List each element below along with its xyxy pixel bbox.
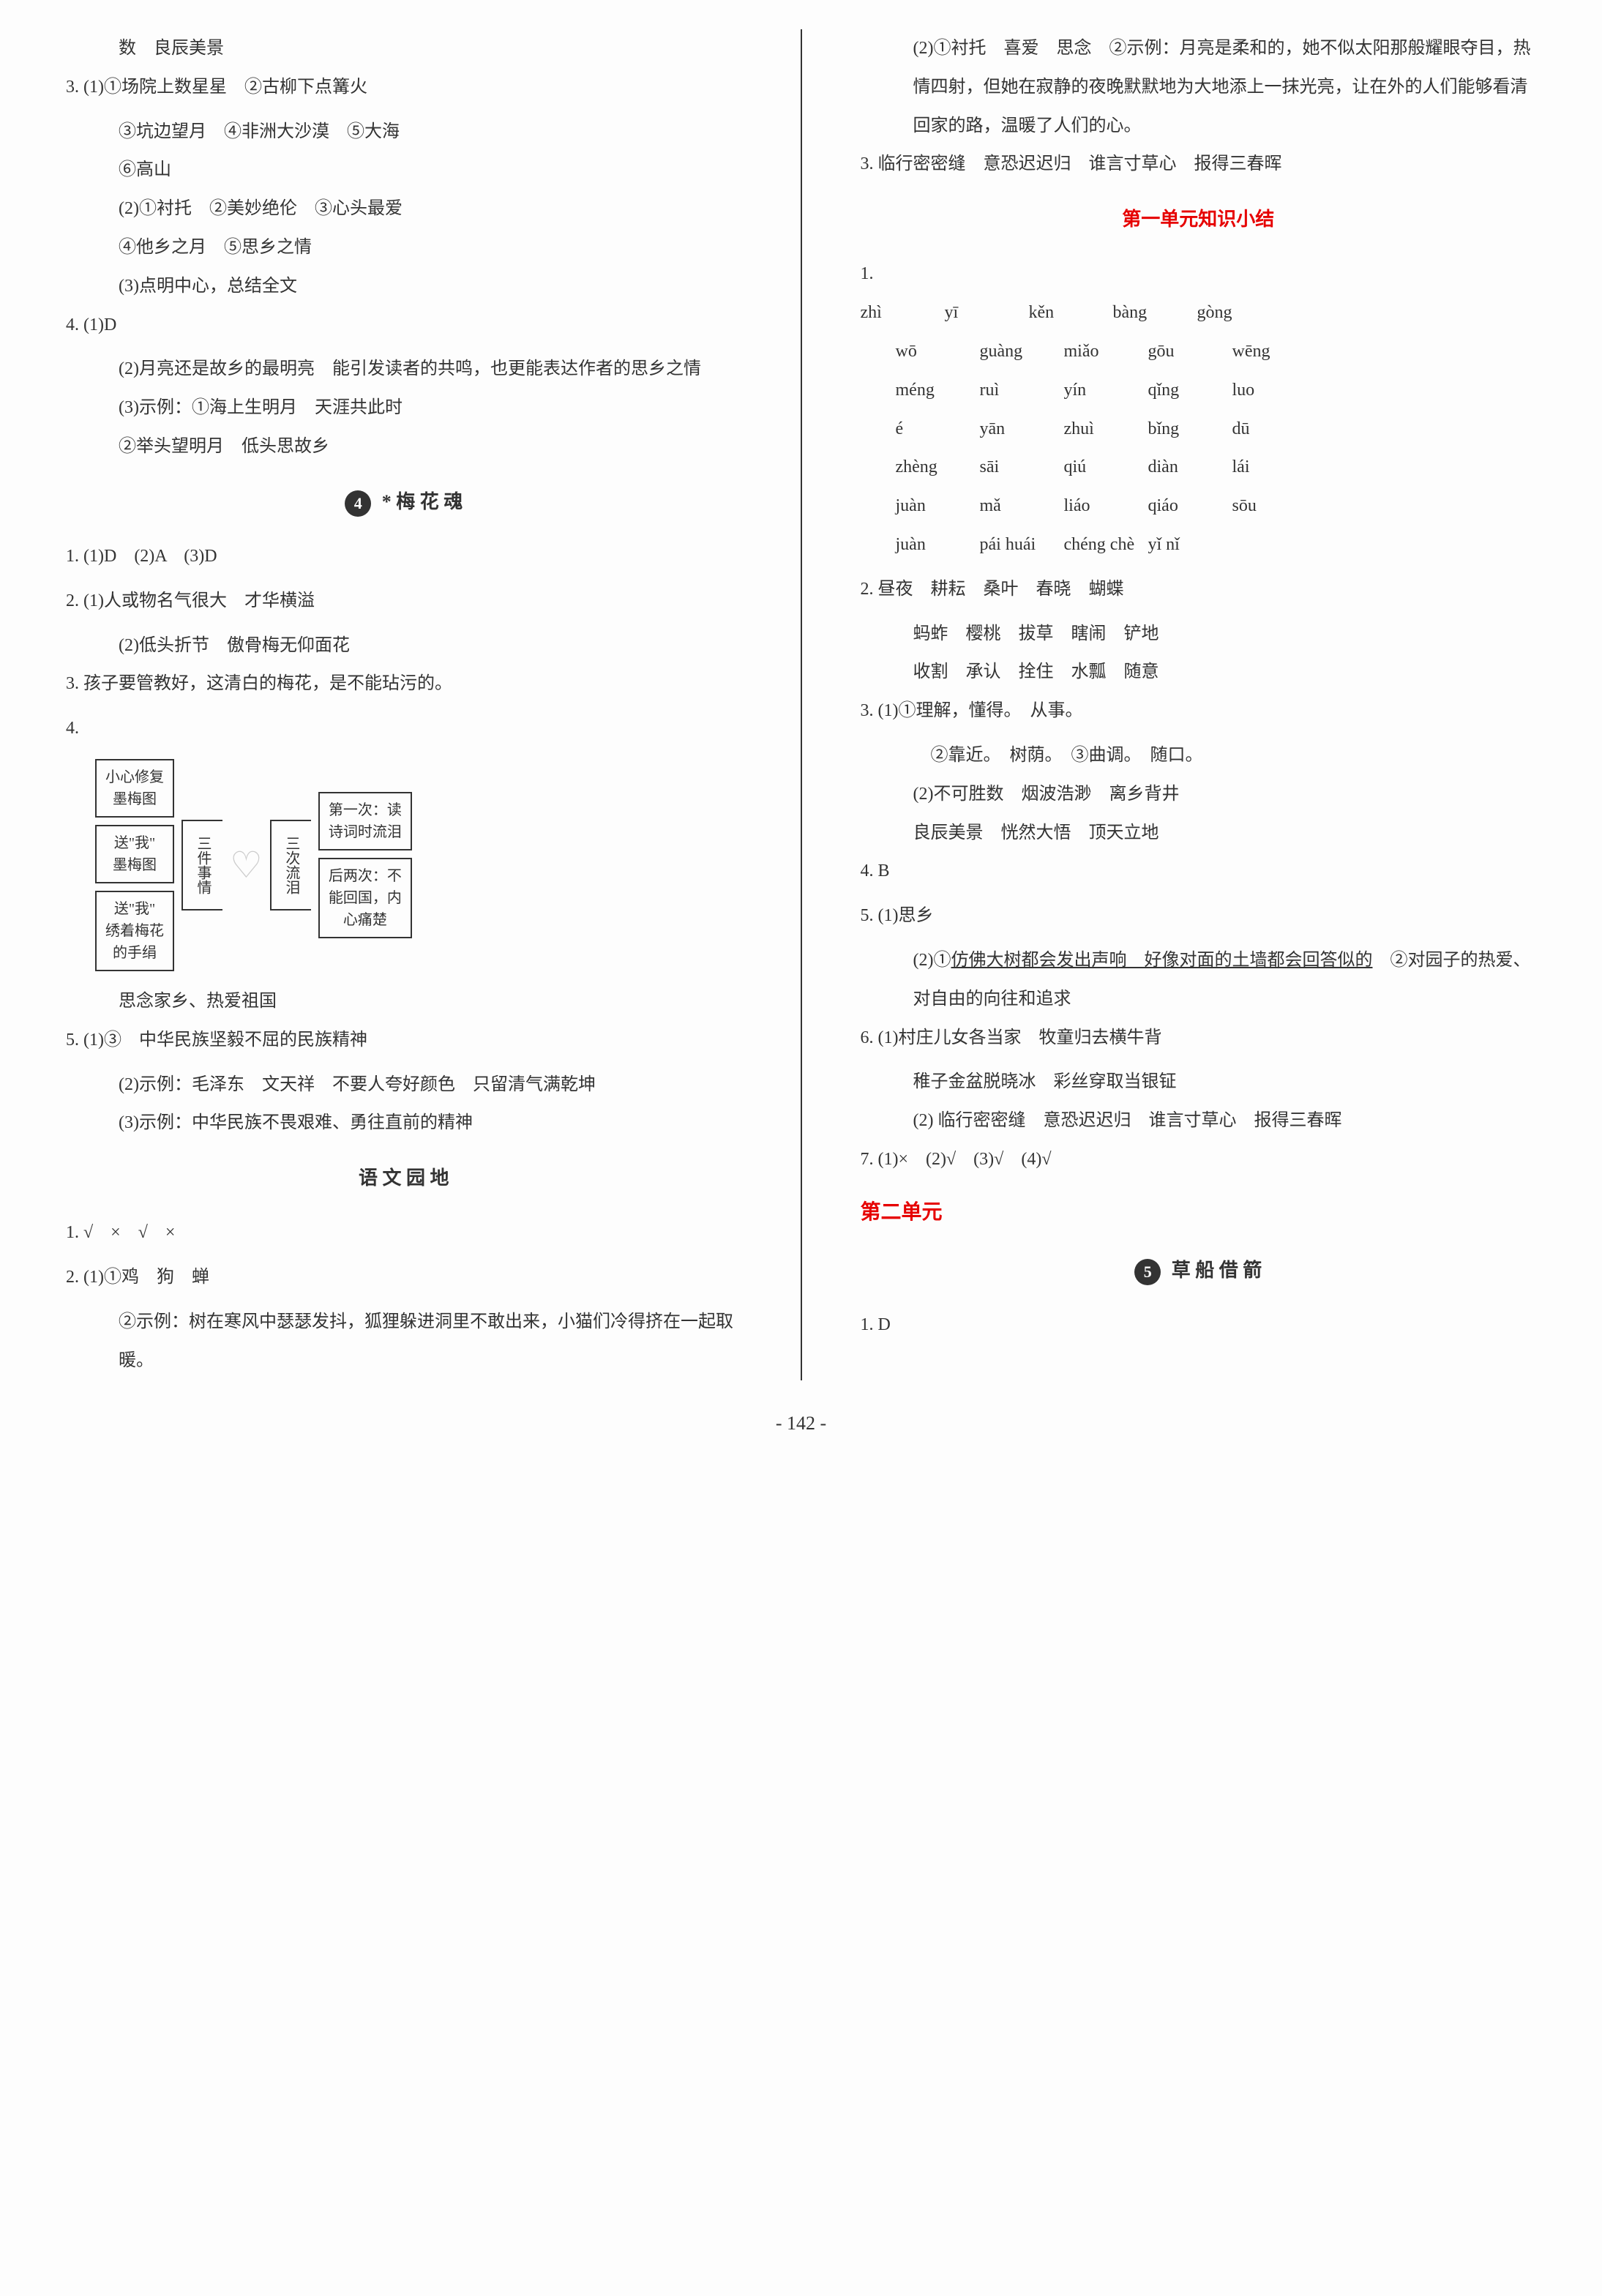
diagram-bracket: 三件事情	[181, 820, 222, 910]
answer-item: 3. (1)①场院上数星星 ②古柳下点篝火	[66, 68, 742, 107]
section-number-icon: 4	[345, 490, 371, 517]
answer-item: ②举头望明月 低头思故乡	[66, 427, 742, 466]
diagram-box: 后两次：不 能回国，内 心痛楚	[318, 858, 412, 938]
pinyin-cell: sōu	[1268, 487, 1326, 526]
answer-item: 5. (1)③ 中华民族坚毅不屈的民族精神	[66, 1021, 742, 1060]
pinyin-row: wōguàngmiǎogōuwēng	[896, 332, 1537, 371]
answer-item: 3. (1)①理解，懂得。 从事。	[861, 692, 1537, 730]
answer-item: 1. D	[861, 1306, 1537, 1345]
pinyin-cell: wēng	[1268, 332, 1326, 371]
pinyin-cell: dū	[1268, 410, 1326, 449]
answer-item: (2)示例：毛泽东 文天祥 不要人夸好颜色 只留清气满乾坤	[66, 1066, 742, 1104]
answer-item: (2)①衬托 喜爱 思念 ②示例：月亮是柔和的，她不似太阳那般耀眼夺目，热情四射…	[861, 29, 1537, 145]
answer-item: 收割 承认 拴住 水瓢 随意	[861, 653, 1537, 692]
diagram-left-boxes: 小心修复 墨梅图 送"我" 墨梅图 送"我" 绣着梅花 的手绢	[95, 759, 174, 971]
answer-item: 2. (1)①鸡 狗 蝉	[66, 1258, 742, 1297]
pinyin-cell: gòng	[1232, 293, 1291, 332]
answer-item: 思念家乡、热爱祖国	[66, 982, 742, 1021]
pinyin-cell: luo	[1268, 371, 1326, 410]
pinyin-row: zhèngsāiqiúdiànlái	[896, 448, 1537, 487]
diagram-box: 送"我" 绣着梅花 的手绢	[95, 891, 174, 971]
answer-item: (2)月亮还是故乡的最明亮 能引发读者的共鸣，也更能表达作者的思乡之情	[66, 350, 742, 389]
answer-item: ③坑边望月 ④非洲大沙漠 ⑤大海	[66, 113, 742, 152]
answer-item: (3)示例：中华民族不畏艰难、勇往直前的精神	[66, 1104, 742, 1143]
pinyin-row: éyānzhuìbǐngdū	[896, 410, 1537, 449]
page-container: 数 良辰美景 3. (1)①场院上数星星 ②古柳下点篝火 ③坑边望月 ④非洲大沙…	[44, 29, 1558, 1380]
answer-item: ②示例：树在寒风中瑟瑟发抖，狐狸躲进洞里不敢出来，小猫们冷得挤在一起取暖。	[66, 1303, 742, 1380]
answer-item: ④他乡之月 ⑤思乡之情	[66, 228, 742, 267]
pinyin-row: méngruìyínqǐngluo	[896, 371, 1537, 410]
pinyin-cell: yǐ nǐ	[1183, 526, 1242, 564]
section-title: 5 草 船 借 箭	[861, 1249, 1537, 1291]
section-number-icon: 5	[1134, 1259, 1161, 1285]
section-title-text: 草 船 借 箭	[1172, 1260, 1262, 1281]
answer-item: (2)①仿佛大树都会发出声响 好像对面的土墙都会回答似的 ②对园子的热爱、对自由…	[861, 941, 1537, 1019]
summary-title: 第一单元知识小结	[861, 198, 1537, 240]
answer-item: 稚子金盆脱晓冰 彩丝穿取当银钲	[861, 1063, 1537, 1102]
section-title: 语 文 园 地	[66, 1157, 742, 1199]
section-title-text: * 梅 花 魂	[382, 491, 463, 512]
page-number: - 142 -	[44, 1402, 1558, 1444]
answer-item: 4.	[66, 709, 742, 748]
answer-item: 6. (1)村庄儿女各当家 牧童归去横牛背	[861, 1019, 1537, 1058]
answer-item: 7. (1)× (2)√ (3)√ (4)√	[861, 1140, 1537, 1179]
answer-item: 2. 昼夜 耕耘 桑叶 春晓 蝴蝶	[861, 570, 1537, 609]
diagram-right-boxes: 第一次：读 诗词时流泪 后两次：不 能回国，内 心痛楚	[318, 792, 412, 938]
answer-item: 5. (1)思乡	[861, 897, 1537, 935]
column-divider	[801, 29, 802, 1380]
answer-item: 蚂蚱 樱桃 拔草 瞎闹 铲地	[861, 615, 1537, 654]
pinyin-row: juànpái huáichéng chèyǐ nǐ	[896, 526, 1537, 564]
text-line: 数 良辰美景	[66, 29, 742, 68]
underlined-text: 仿佛大树都会发出声响 好像对面的土墙都会回答似的	[951, 951, 1372, 970]
pinyin-cell	[1268, 526, 1326, 564]
pinyin-label: 1. zhìyīkěnbànggòngwōguàngmiǎogōuwēngmén…	[861, 255, 1537, 564]
diagram-bracket: 三次流泪	[270, 820, 311, 910]
answer-item: (3)点明中心，总结全文	[66, 267, 742, 306]
answer-item: 1. √ × √ ×	[66, 1214, 742, 1252]
answer-item: 1. (1)D (2)A (3)D	[66, 537, 742, 576]
answer-item: 良辰美景 恍然大悟 顶天立地	[861, 814, 1537, 853]
pinyin-row: juànmǎliáoqiáosōu	[896, 487, 1537, 526]
pinyin-table: zhìyīkěnbànggòngwōguàngmiǎogōuwēngméngru…	[896, 293, 1537, 564]
answer-item: (2)不可胜数 烟波浩渺 离乡背井	[861, 775, 1537, 814]
pinyin-row: zhìyīkěnbànggòng	[861, 293, 1291, 332]
diagram-box: 送"我" 墨梅图	[95, 825, 174, 883]
diagram-box: 小心修复 墨梅图	[95, 759, 174, 818]
answer-item: 3. 孩子要管教好，这清白的梅花，是不能玷污的。	[66, 665, 742, 703]
answer-item: (2)①衬托 ②美妙绝伦 ③心头最爱	[66, 190, 742, 228]
unit-title: 第二单元	[861, 1190, 1537, 1235]
text-part: (2)①	[913, 951, 951, 970]
answer-item: 4. B	[861, 852, 1537, 891]
right-column: (2)①衬托 喜爱 思念 ②示例：月亮是柔和的，她不似太阳那般耀眼夺目，热情四射…	[839, 29, 1559, 1380]
answer-item: (2) 临行密密缝 意恐迟迟归 谁言寸草心 报得三春晖	[861, 1102, 1537, 1140]
answer-item: 3. 临行密密缝 意恐迟迟归 谁言寸草心 报得三春晖	[861, 145, 1537, 184]
section-title: 4 * 梅 花 魂	[66, 481, 742, 523]
answer-item: (3)示例：①海上生明月 天涯共此时	[66, 389, 742, 427]
answer-item: 4. (1)D	[66, 306, 742, 345]
answer-item: ⑥高山	[66, 151, 742, 190]
left-column: 数 良辰美景 3. (1)①场院上数星星 ②古柳下点篝火 ③坑边望月 ④非洲大沙…	[44, 29, 764, 1380]
answer-item: (2)低头折节 傲骨梅无仰面花	[66, 627, 742, 665]
answer-item: ②靠近。 树荫。 ③曲调。 随口。	[861, 736, 1537, 775]
pinyin-cell: lái	[1268, 448, 1326, 487]
diagram-box: 第一次：读 诗词时流泪	[318, 792, 412, 850]
answer-item: 2. (1)人或物名气很大 才华横溢	[66, 582, 742, 621]
heart-icon: ♡	[230, 825, 263, 905]
diagram-container: 小心修复 墨梅图 送"我" 墨梅图 送"我" 绣着梅花 的手绢 三件事情 ♡ 三…	[95, 759, 742, 971]
